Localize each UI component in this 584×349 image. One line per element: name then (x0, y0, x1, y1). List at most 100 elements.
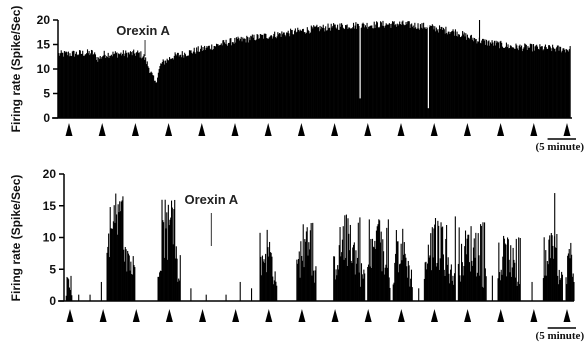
a-bar-118 (152, 75, 154, 118)
a-bar-559 (503, 47, 505, 118)
a-bar-175 (197, 46, 199, 118)
a-bar-250 (257, 34, 259, 118)
b-bar-22 (117, 204, 119, 301)
b-bar-353 (572, 273, 574, 301)
a-bar-404 (380, 21, 382, 119)
a-bar-283 (283, 32, 285, 119)
a-bar-88 (128, 52, 130, 119)
a-bar-324 (316, 24, 318, 118)
b-bar-179 (382, 239, 384, 301)
a-bar-492 (450, 32, 452, 118)
a-bar-62 (107, 52, 109, 118)
b-bar-114 (311, 275, 313, 301)
a-bar-531 (481, 40, 483, 118)
a-bar-196 (214, 46, 216, 118)
b-bar-254 (457, 263, 459, 301)
a-bar-326 (317, 27, 320, 119)
b-bar-296 (502, 256, 504, 301)
b-y-tick-label-0: 0 (49, 294, 56, 308)
b-bar-103 (302, 224, 304, 301)
b-bar-292 (499, 272, 501, 301)
b-bar-72 (179, 255, 181, 301)
a-bar-577 (517, 50, 519, 118)
a-bar-127 (159, 65, 161, 118)
b-bar-356 (89, 294, 91, 301)
b-bar-73 (259, 232, 261, 301)
a-bar-426 (397, 25, 399, 118)
a-bar-542 (489, 42, 492, 118)
a-bar-94 (133, 49, 135, 118)
a-bar-504 (459, 37, 461, 118)
b-bar-235 (440, 222, 442, 301)
a-bar-598 (534, 46, 536, 118)
b-bar-361 (239, 281, 241, 301)
a-marker-2 (131, 123, 139, 136)
a-bar-474 (435, 27, 437, 119)
a-bar-540 (488, 40, 490, 119)
b-marker-14 (530, 309, 538, 322)
b-bar-348 (568, 248, 570, 301)
a-bar-142 (171, 59, 173, 118)
b-bar-184 (386, 227, 388, 301)
a-bar-329 (320, 29, 322, 119)
a-bar-554 (499, 41, 501, 118)
a-bar-224 (236, 38, 238, 118)
b-bar-304 (508, 259, 510, 301)
a-bar-458 (423, 22, 425, 119)
a-bar-390 (368, 26, 370, 119)
b-bar-226 (433, 228, 435, 301)
a-bar-99 (137, 50, 139, 118)
b-bar-234 (439, 258, 441, 301)
b-bar-86 (269, 252, 271, 301)
b-bar-60 (170, 217, 172, 301)
a-bar-591 (528, 47, 531, 118)
b-bar-92 (274, 271, 276, 301)
b-bar-36 (128, 255, 130, 301)
a-bar-615 (548, 45, 550, 118)
b-bar-6 (70, 275, 72, 301)
a-bar-406 (381, 25, 383, 118)
a-bar-331 (321, 28, 324, 119)
b-bar-309 (512, 247, 514, 301)
a-bar-589 (527, 46, 529, 118)
a-bar-539 (487, 41, 489, 118)
a-bar-428 (399, 21, 401, 119)
a-bar-217 (231, 45, 233, 118)
a-bar-92 (131, 55, 133, 118)
a-bar-278 (279, 33, 281, 118)
a-bar-518 (470, 34, 472, 119)
bottom-stimulus-markers (66, 309, 571, 322)
a-bar-477 (438, 32, 440, 118)
a-bar-417 (390, 27, 392, 118)
a-bar-125 (157, 72, 159, 118)
a-bar-176 (198, 52, 200, 119)
a-bar-547 (493, 40, 496, 118)
a-bar-47 (95, 59, 97, 118)
a-bar-429 (399, 24, 402, 118)
a-bar-447 (414, 22, 416, 118)
b-bar-288 (484, 268, 486, 301)
a-bar-128 (160, 63, 162, 118)
b-bar-145 (353, 244, 355, 301)
a-bar-566 (509, 47, 511, 118)
a-marker-6 (264, 123, 272, 136)
a-bar-614 (547, 48, 549, 119)
b-bar-108 (306, 227, 308, 301)
b-bar-75 (261, 275, 263, 301)
b-bar-167 (372, 246, 374, 301)
a-bar-162 (187, 55, 189, 118)
a-bar-188 (208, 45, 210, 119)
a-bar-525 (476, 43, 478, 119)
a-bar-7 (63, 51, 65, 118)
b-bar-306 (510, 245, 512, 301)
a-bar-433 (403, 24, 405, 118)
b-bar-107 (305, 231, 307, 301)
a-bar-81 (122, 50, 124, 118)
a-bar-282 (282, 32, 284, 118)
a-bar-588 (526, 49, 528, 118)
b-bar-43 (134, 267, 136, 301)
b-bar-70 (178, 278, 180, 301)
a-bar-581 (521, 45, 523, 118)
b-bar-282 (480, 224, 482, 301)
a-bar-408 (383, 26, 385, 118)
